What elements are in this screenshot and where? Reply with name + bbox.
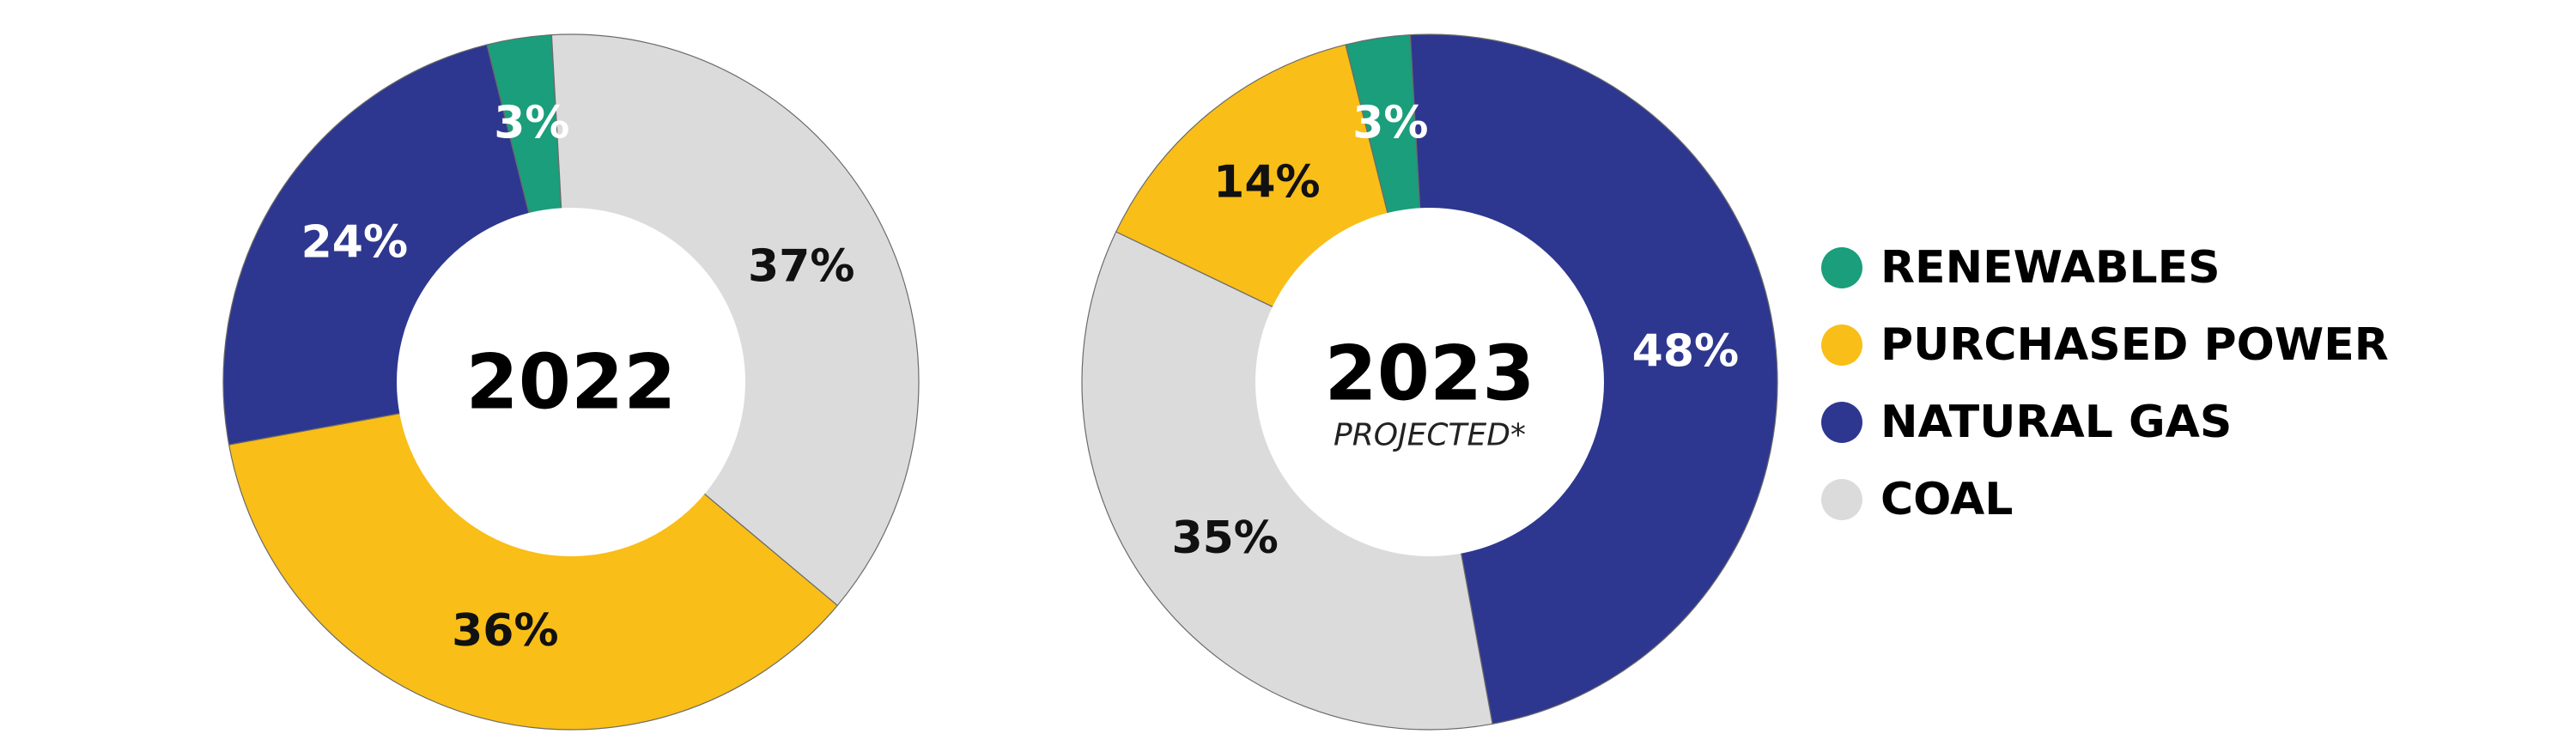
legend-label-coal: COAL bbox=[1880, 474, 2013, 525]
slice-coal bbox=[550, 33, 920, 607]
legend-swatch-purchased-power bbox=[1821, 324, 1862, 366]
legend-swatch-renewables bbox=[1821, 247, 1862, 288]
center-subtitle: PROJECTED* bbox=[1334, 418, 1526, 453]
donut-chart-2022: 3% 37% 36% 24% 2022 bbox=[222, 33, 920, 731]
data-label-purchased-power: 36% bbox=[452, 605, 558, 657]
center-title: 2022 bbox=[466, 338, 677, 427]
data-label-coal: 35% bbox=[1171, 512, 1278, 564]
legend-label-renewables: RENEWABLES bbox=[1880, 242, 2221, 294]
data-label-renewables: 3% bbox=[494, 97, 569, 149]
donut-hole bbox=[1255, 208, 1604, 556]
donut-hole bbox=[397, 208, 745, 556]
slice-purchased-power bbox=[228, 381, 839, 731]
legend-swatch-natural-gas bbox=[1821, 402, 1862, 443]
center-title: 2023 bbox=[1325, 330, 1535, 418]
data-label-natural-gas: 48% bbox=[1632, 325, 1739, 377]
legend-label-purchased-power: PURCHASED POWER bbox=[1880, 319, 2389, 371]
data-label-natural-gas: 24% bbox=[301, 216, 408, 268]
legend-swatch-coal bbox=[1821, 479, 1862, 520]
legend: RENEWABLES PURCHASED POWER NATURAL GAS COAL bbox=[1821, 242, 2389, 525]
data-label-renewables: 3% bbox=[1352, 97, 1428, 149]
data-label-purchased-power: 14% bbox=[1213, 157, 1320, 209]
legend-label-natural-gas: NATURAL GAS bbox=[1880, 397, 2232, 448]
data-label-coal: 37% bbox=[748, 241, 854, 293]
